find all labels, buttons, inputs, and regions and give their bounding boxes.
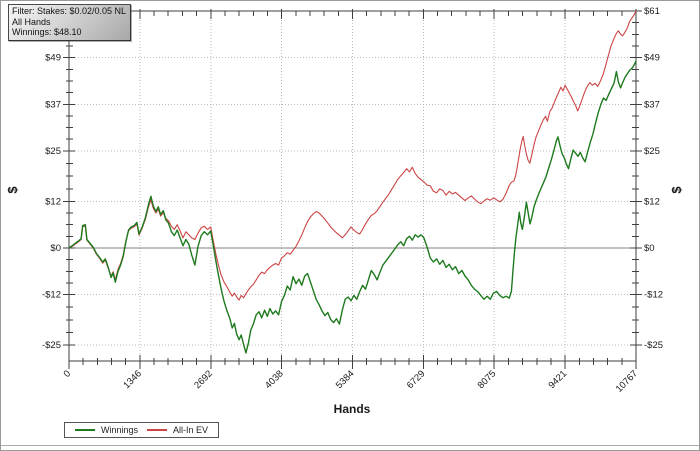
y-axis-title-right: $: [669, 186, 684, 194]
winnings-line-swatch: [75, 429, 95, 431]
chart-legend: Winnings All-In EV: [64, 422, 220, 438]
panel-bottom-divider: [1, 445, 699, 446]
x-axis-label: 9421: [546, 368, 569, 391]
y-axis-label-right: -$25: [644, 340, 663, 351]
winnings-line: [68, 60, 637, 354]
filter-hands-label: All Hands: [12, 16, 51, 27]
filter-summary-box: Filter: Stakes: $0.02/0.05 NL All Hands …: [8, 4, 132, 41]
y-axis-label-right: $49: [644, 53, 660, 64]
filter-winnings-label: Winnings: $48.10: [12, 27, 82, 37]
y-axis-label-left: $0: [50, 243, 61, 254]
x-axis-label: 0: [62, 368, 74, 380]
x-axis-label: 8075: [476, 368, 499, 391]
y-axis-label-left: $37: [45, 99, 61, 110]
y-axis-label-left: -$12: [42, 290, 61, 301]
y-axis-label-right: $0: [644, 243, 655, 254]
x-axis-label: 6729: [405, 368, 428, 391]
y-axis-label-left: $49: [45, 53, 61, 64]
x-axis-label: 1346: [121, 368, 144, 391]
x-axis-label: 10767: [614, 368, 640, 394]
y-axis-label-right: $12: [644, 196, 660, 207]
x-axis-label: 2692: [192, 368, 215, 391]
allin-ev-line-swatch: [147, 429, 168, 431]
legend-label-winnings: Winnings: [101, 425, 139, 435]
x-axis-title: Hands: [334, 402, 371, 416]
y-axis-label-left: -$25: [42, 340, 61, 351]
legend-label-allin-ev: All-In EV: [173, 425, 209, 435]
y-axis-label-right: $25: [644, 146, 660, 157]
y-axis-title-left: $: [5, 186, 20, 194]
y-axis-label-right: $37: [644, 99, 660, 110]
legend-item-winnings: Winnings: [75, 425, 138, 435]
y-axis-label-right: -$12: [644, 290, 663, 301]
legend-item-allin-ev: All-In EV: [147, 425, 208, 435]
y-axis-label-left: $12: [45, 196, 61, 207]
x-axis-label: 4038: [263, 368, 286, 391]
x-axis-label: 5384: [334, 368, 357, 391]
y-axis-label-left: $25: [45, 146, 61, 157]
y-axis-label-right: $61: [644, 6, 660, 17]
filter-stakes-label: Filter: Stakes: $0.02/0.05 NL: [12, 6, 127, 16]
